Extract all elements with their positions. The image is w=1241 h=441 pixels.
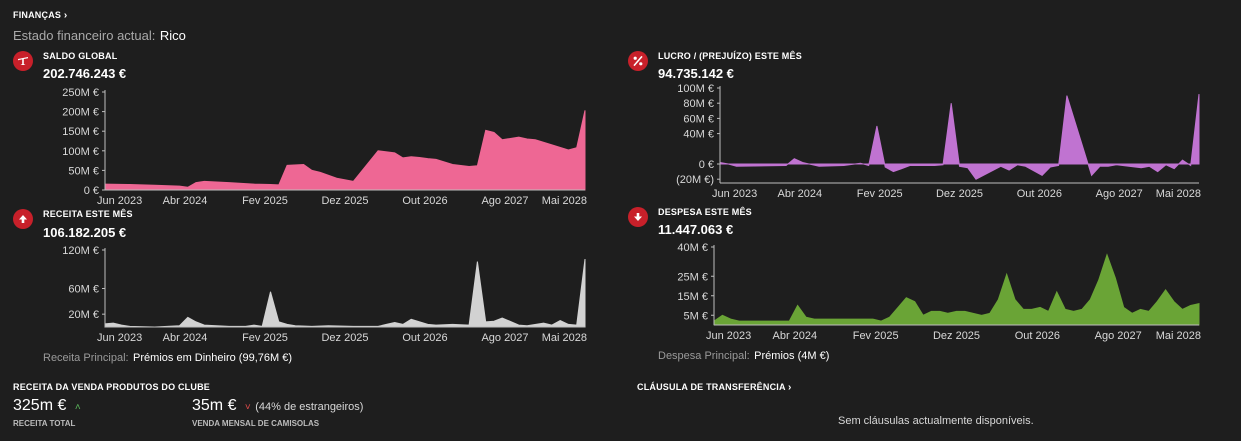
financial-status: Estado financeiro actual: Rico [13, 27, 186, 45]
saldo-x-tick-label: Fev 2025 [242, 195, 288, 207]
despesa-y-tick-label: 25M € [677, 271, 708, 283]
despesa-x-tick-label: Fev 2025 [853, 330, 899, 342]
receita-y-tick-label: 60M € [68, 284, 99, 296]
saldo-y-tick-label: 150M € [62, 126, 99, 138]
transfer-title[interactable]: CLÁUSULA DE TRANSFERÊNCIA [637, 382, 786, 392]
lucro-x-tick-label: Ago 2027 [1096, 188, 1143, 200]
merch-shirts-value: 35m € [192, 397, 237, 414]
receita-x-tick-label: Jun 2023 [97, 332, 142, 344]
receita-x-tick-label: Mai 2028 [542, 332, 587, 344]
receita-x-tick-label: Out 2026 [402, 332, 447, 344]
despesa-y-tick-label: 5M € [684, 310, 708, 322]
despesa-y-tick-label: 40M € [677, 242, 708, 254]
receita-x-tick-label: Fev 2025 [242, 332, 288, 344]
receita-x-tick-label: Abr 2024 [163, 332, 208, 344]
transfer-empty-message: Sem cláusulas actualmente disponíveis. [838, 415, 1034, 427]
arrow-up-icon [13, 209, 33, 229]
despesa-x-tick-label: Jun 2023 [706, 330, 751, 342]
lucro-chart: 100M € 80M € 60M € 40M € 0 € (20M €) Jun 2023 A… [676, 83, 1201, 200]
merch-title: RECEITA DA VENDA PRODUTOS DO CLUBE [13, 382, 210, 392]
status-value: Rico [159, 28, 186, 43]
receita-footer-label: Receita Principal: [43, 352, 129, 364]
despesa-area-series [713, 253, 1200, 326]
despesa-x-tick-label: Mai 2028 [1156, 330, 1201, 342]
despesa-title: DESPESA ESTE MÊS [658, 207, 752, 217]
saldo-x-tick-label: Ago 2027 [481, 195, 528, 207]
saldo-x-tick-label: Out 2026 [402, 195, 447, 207]
transfer-title-link[interactable]: CLÁUSULA DE TRANSFERÊNCIA › [637, 382, 792, 393]
despesa-y-tick-label: 15M € [677, 291, 708, 303]
merch-total: 325m € ˄ [13, 397, 81, 415]
arrow-down-icon [628, 207, 648, 227]
lucro-x-tick-label: Dez 2025 [936, 188, 983, 200]
receita-x-tick-label: Dez 2025 [321, 332, 368, 344]
lucro-y-tick-label: 40M € [683, 129, 714, 141]
receita-y-tick-label: 20M € [68, 309, 99, 321]
chevron-right-icon: › [63, 10, 68, 21]
lucro-y-tick-label: 80M € [683, 98, 714, 110]
saldo-x-tick-label: Dez 2025 [321, 195, 368, 207]
despesa-footer-value: Prémios (4M €) [754, 350, 830, 362]
receita-x-tick-label: Ago 2027 [481, 332, 528, 344]
lucro-y-tick-label: 0 € [699, 159, 714, 171]
receita-value: 106.182.205 € [43, 225, 127, 240]
section-title[interactable]: FINANÇAS [13, 10, 62, 20]
balance-icon [13, 51, 33, 71]
merch-shirts-note: (44% de estrangeiros) [255, 401, 364, 413]
despesa-footer: Despesa Principal: Prémios (4M €) [658, 346, 829, 364]
saldo-y-tick-label: 100M € [62, 146, 99, 158]
merch-shirts-label: VENDA MENSAL DE CAMISOLAS [192, 419, 320, 428]
lucro-title: LUCRO / (PREJUÍZO) ESTE MÊS [658, 51, 802, 61]
despesa-x-tick-label: Dez 2025 [933, 330, 980, 342]
saldo-x-tick-label: Mai 2028 [542, 195, 587, 207]
saldo-y-tick-label: 50M € [68, 165, 99, 177]
percent-icon [628, 51, 648, 71]
despesa-chart: 40M € 25M € 15M € 5M € Jun 2023 Abr 2024 Fev 2… [677, 242, 1201, 342]
merch-total-label: RECEITA TOTAL [13, 419, 76, 428]
saldo-title: SALDO GLOBAL [43, 51, 118, 61]
lucro-x-tick-label: Jun 2023 [712, 188, 757, 200]
saldo-area-series [104, 110, 586, 191]
receita-y-tick-label: 120M € [62, 245, 99, 257]
saldo-y-tick-label: 0 € [84, 185, 99, 197]
despesa-value: 11.447.063 € [658, 222, 734, 237]
status-label: Estado financeiro actual: [13, 28, 156, 43]
merch-shirts: 35m € ˅ (44% de estrangeiros) [192, 397, 363, 415]
receita-area-series [104, 258, 586, 328]
lucro-area-series [719, 94, 1200, 180]
trend-up-icon: ˄ [74, 402, 81, 413]
saldo-x-tick-label: Abr 2024 [163, 195, 208, 207]
receita-chart: 120M € 60M € 20M € Jun 2023 Abr 2024 Fev 2025… [62, 245, 587, 344]
section-title-link[interactable]: FINANÇAS › [13, 10, 67, 21]
receita-title: RECEITA ESTE MÊS [43, 209, 133, 219]
despesa-x-tick-label: Abr 2024 [773, 330, 818, 342]
merch-total-value: 325m € [13, 397, 67, 414]
saldo-y-tick-label: 200M € [62, 107, 99, 119]
receita-footer: Receita Principal: Prémios em Dinheiro (… [43, 348, 292, 366]
lucro-x-tick-label: Out 2026 [1017, 188, 1062, 200]
lucro-x-tick-label: Mai 2028 [1156, 188, 1201, 200]
despesa-footer-label: Despesa Principal: [658, 350, 750, 362]
lucro-value: 94.735.142 € [658, 66, 734, 81]
saldo-y-tick-label: 250M € [62, 87, 99, 99]
lucro-x-tick-label: Fev 2025 [857, 188, 903, 200]
saldo-value: 202.746.243 € [43, 66, 127, 81]
despesa-x-tick-label: Out 2026 [1015, 330, 1060, 342]
chevron-right-icon: › [788, 382, 792, 393]
lucro-x-tick-label: Abr 2024 [778, 188, 823, 200]
despesa-x-tick-label: Ago 2027 [1095, 330, 1142, 342]
receita-footer-value: Prémios em Dinheiro (99,76M €) [133, 352, 292, 364]
lucro-y-tick-label: 100M € [677, 83, 714, 95]
trend-down-icon: ˅ [244, 402, 251, 413]
lucro-y-tick-label: 60M € [683, 113, 714, 125]
lucro-y-tick-label: (20M €) [676, 174, 714, 186]
saldo-x-tick-label: Jun 2023 [97, 195, 142, 207]
saldo-chart: 250M € 200M € 150M € 100M € 50M € 0 €Jun 2023… [62, 87, 587, 207]
